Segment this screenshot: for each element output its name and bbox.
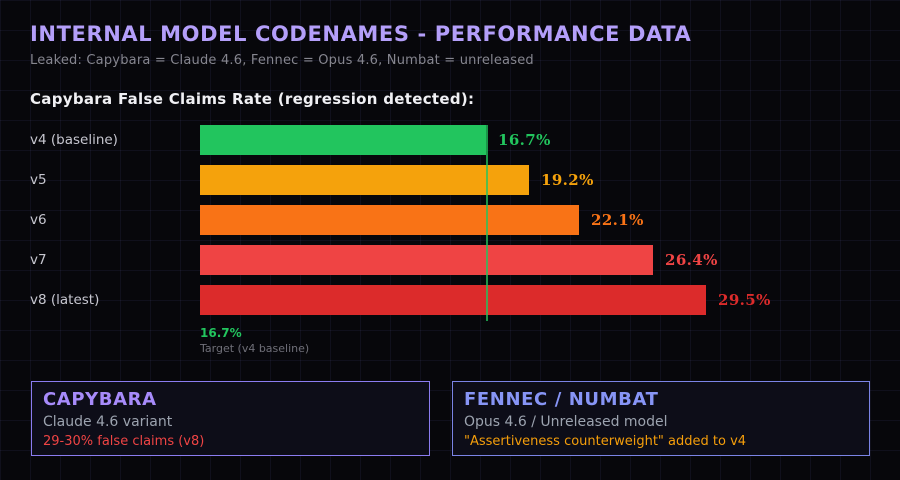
card-title: CAPYBARA — [43, 389, 157, 410]
card-title: FENNEC / NUMBAT — [464, 389, 659, 410]
bar-v7 — [200, 245, 653, 275]
card-note: "Assertiveness counterweight" added to v… — [464, 434, 747, 449]
bar-row-v5: v5 19.2% — [0, 165, 900, 195]
card-subtitle: Claude 4.6 variant — [43, 414, 173, 430]
value-label: 19.2% — [541, 171, 594, 189]
category-label: v7 — [30, 252, 47, 268]
page-title: INTERNAL MODEL CODENAMES - PERFORMANCE D… — [30, 22, 692, 46]
value-label: 26.4% — [665, 251, 718, 269]
bar-v4 — [200, 125, 486, 155]
category-label: v5 — [30, 172, 47, 188]
card-capybara: CAPYBARA Claude 4.6 variant 29-30% false… — [31, 381, 430, 456]
category-label: v4 (baseline) — [30, 132, 118, 148]
bar-v8 — [200, 285, 706, 315]
card-note: 29-30% false claims (v8) — [43, 434, 205, 449]
bar-v6 — [200, 205, 579, 235]
model-cards: CAPYBARA Claude 4.6 variant 29-30% false… — [0, 381, 900, 456]
card-subtitle: Opus 4.6 / Unreleased model — [464, 414, 668, 430]
bar-row-v6: v6 22.1% — [0, 205, 900, 235]
target-baseline-line — [486, 125, 488, 321]
target-value-label: 16.7% — [200, 326, 242, 340]
value-label: 22.1% — [591, 211, 644, 229]
bar-row-v8: v8 (latest) 29.5% — [0, 285, 900, 315]
target-caption: 16.7% Target (v4 baseline) — [200, 326, 309, 355]
bar-v5 — [200, 165, 529, 195]
target-sublabel: Target (v4 baseline) — [200, 342, 310, 355]
chart-title: Capybara False Claims Rate (regression d… — [30, 90, 475, 108]
category-label: v6 — [30, 212, 47, 228]
value-label: 16.7% — [498, 131, 551, 149]
value-label: 29.5% — [718, 291, 771, 309]
card-fennec-numbat: FENNEC / NUMBAT Opus 4.6 / Unreleased mo… — [452, 381, 870, 456]
category-label: v8 (latest) — [30, 292, 100, 308]
bar-row-v7: v7 26.4% — [0, 245, 900, 275]
leak-subtitle: Leaked: Capybara = Claude 4.6, Fennec = … — [30, 53, 534, 68]
bar-row-v4: v4 (baseline) 16.7% — [0, 125, 900, 155]
false-claims-bar-chart: v4 (baseline) 16.7% v5 19.2% v6 22.1% v7… — [0, 125, 900, 321]
